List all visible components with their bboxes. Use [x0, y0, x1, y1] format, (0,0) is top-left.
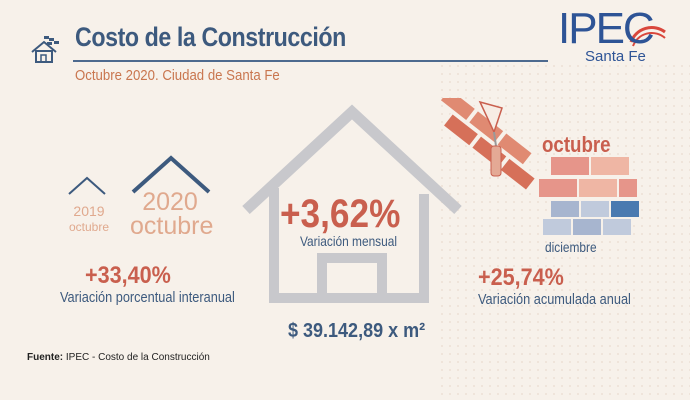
interannual-variation-value: +33,40%: [85, 262, 171, 289]
interannual-variation-label: Variación porcentual interanual: [60, 289, 235, 306]
roof-bricks-icon: [438, 98, 538, 193]
source-text: IPEC - Costo de la Construcción: [65, 352, 210, 363]
price-per-m2: $ 39.142,89 x m²: [288, 320, 426, 342]
brick-bottom-label: diciembre: [545, 239, 597, 255]
monthly-variation-label: Variación mensual: [300, 233, 398, 249]
year-2019-month: octubre: [68, 220, 110, 234]
house-icon: [242, 104, 462, 303]
house-with-roof-tiles-icon: [31, 36, 59, 63]
trowel-icon: [478, 100, 503, 177]
cumulative-variation-value: +25,74%: [478, 264, 564, 291]
monthly-variation-value: +3,62%: [280, 192, 401, 236]
roof-2020-icon: [131, 155, 211, 194]
cumulative-variation-label: Variación acumulada anual: [478, 291, 631, 308]
year-2020-year: 2020: [142, 188, 198, 216]
page-title: Costo de la Construcción: [75, 22, 346, 52]
title-divider: [73, 60, 548, 62]
year-2019-label: 2019 octubre: [65, 203, 113, 235]
logo-brand: IPEC: [558, 4, 655, 53]
ipec-logo: [553, 2, 673, 72]
logo-region: Santa Fe: [585, 48, 646, 65]
page-subtitle: Octubre 2020. Ciudad de Santa Fe: [75, 67, 280, 84]
ipec-logo-mark: [629, 26, 666, 47]
brick-stack-icon: [537, 155, 641, 237]
source-prefix: Fuente:: [27, 352, 64, 363]
brick-top-label: octubre: [542, 132, 611, 157]
year-2020-label: 2020 octubre: [130, 188, 214, 240]
roof-2019-icon: [68, 176, 106, 195]
year-2019-year: 2019: [73, 203, 105, 219]
source-note: Fuente: IPEC - Costo de la Construcción: [27, 352, 210, 363]
year-2020-month: octubre: [130, 212, 214, 240]
